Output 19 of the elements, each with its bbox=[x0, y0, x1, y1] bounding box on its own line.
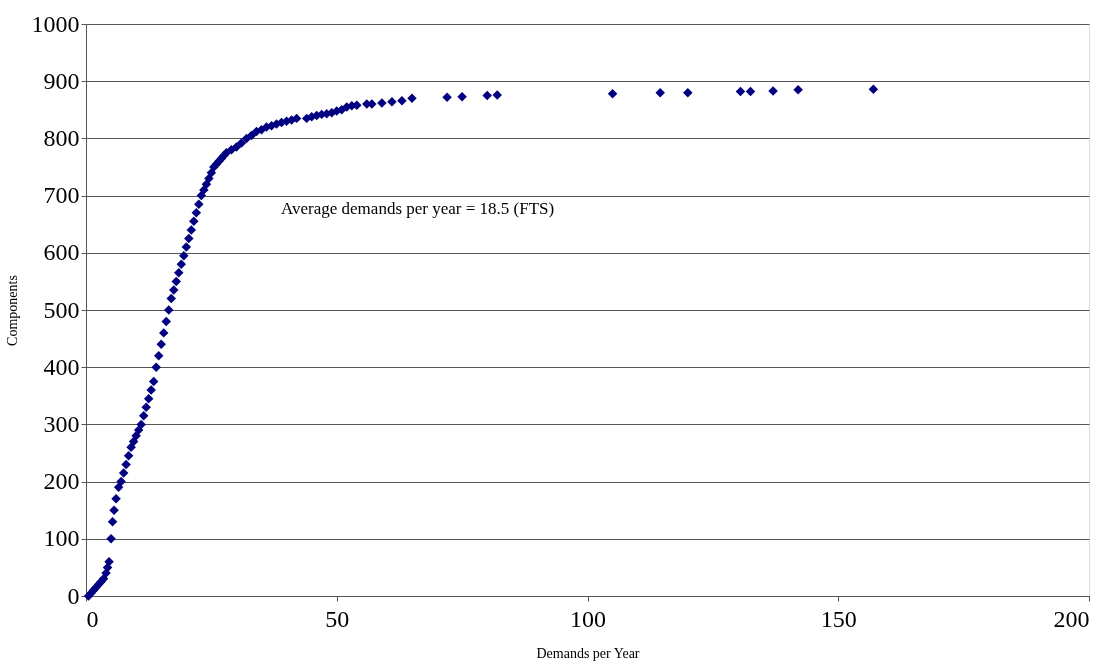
x-tick-label: 0 bbox=[86, 605, 99, 632]
y-tick-label: 200 bbox=[43, 468, 80, 495]
x-tick-label: 200 bbox=[1053, 605, 1090, 632]
y-tick-label: 100 bbox=[43, 525, 80, 552]
y-tick-label: 1000 bbox=[31, 10, 80, 37]
y-tick-label: 900 bbox=[43, 67, 80, 94]
y-tick-label: 0 bbox=[67, 582, 80, 609]
y-tick-label: 300 bbox=[43, 410, 80, 437]
annotation: Average demands per year = 18.5 (FTS) bbox=[281, 199, 555, 218]
y-tick-label: 600 bbox=[43, 239, 80, 266]
x-tick-label: 50 bbox=[325, 605, 350, 632]
y-tick-label: 800 bbox=[43, 124, 80, 151]
y-tick-label: 500 bbox=[43, 296, 80, 323]
x-tick-label: 150 bbox=[820, 605, 857, 632]
x-tick-label: 100 bbox=[570, 605, 606, 632]
x-axis-title: Demands per Year bbox=[536, 645, 640, 661]
y-axis-title: Components bbox=[4, 275, 20, 346]
y-tick-label: 400 bbox=[43, 353, 80, 380]
y-tick-label: 700 bbox=[43, 182, 80, 209]
